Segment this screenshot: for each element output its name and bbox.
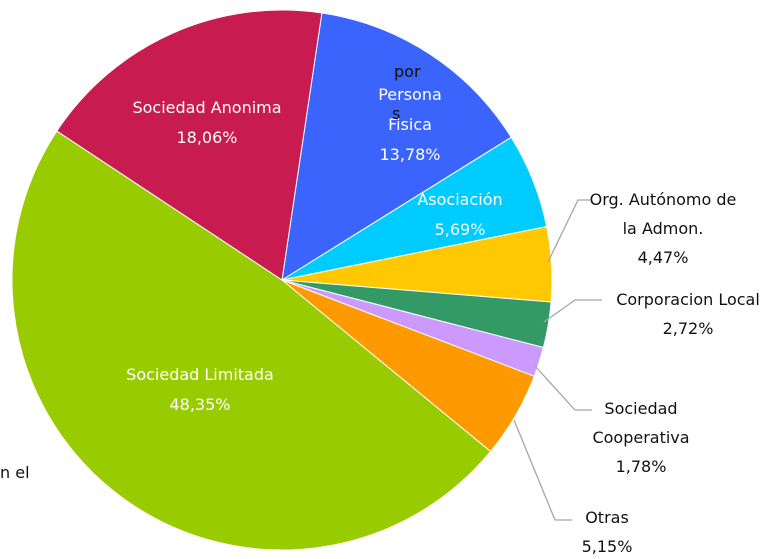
slice-label: Otras 5,15% [567,503,647,559]
cropped-text: por [394,62,421,81]
slice-label: Sociedad Cooperativa 1,78% [576,394,706,481]
slice-label: Sociedad Anonima 18,06% [107,93,307,153]
slice-percent: 5,69% [434,220,486,239]
slice-label: Org. Autónomo de la Admon. 4,47% [583,185,743,272]
leader-line [513,419,572,521]
slice-percent: 13,78% [379,145,441,164]
pie-slice [281,12,512,281]
slice-name: Persona Fisica [378,85,442,134]
slice-percent: 1,78% [615,457,667,476]
slice-percent: 5,15% [581,537,633,556]
slice-percent: 48,35% [169,395,231,414]
slice-percent: 2,72% [662,319,714,338]
slice-name: Sociedad Limitada [126,365,274,384]
pie-slice [56,9,323,281]
slice-label: Persona Fisica 13,78% [360,80,460,170]
slice-name: Sociedad Cooperativa [592,399,690,447]
leader-line [543,299,602,323]
slice-name: Asociación [417,190,503,209]
slice-name: Corporacion Local [616,290,760,309]
slice-percent: 4,47% [637,248,689,267]
slice-name: Org. Autónomo de la Admon. [589,190,737,238]
leader-line [547,199,590,263]
slice-label: Corporacion Local 2,72% [593,285,777,343]
cropped-text: n el [0,463,30,482]
slice-percent: 18,06% [176,128,238,147]
slice-name: Otras [585,508,629,527]
cropped-text: s [392,104,401,123]
leader-line [534,365,592,411]
slice-name: Sociedad Anonima [132,98,282,117]
slice-label: Sociedad Limitada 48,35% [90,360,310,420]
slice-label: Asociación 5,69% [400,185,520,245]
pie-slice [11,130,492,551]
